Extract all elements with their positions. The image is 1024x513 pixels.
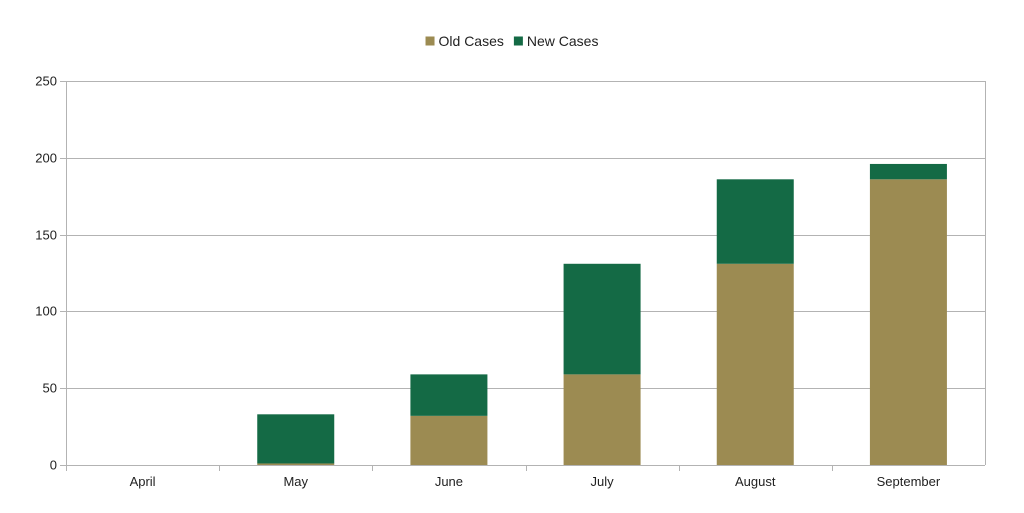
- legend-label-new-cases: New Cases: [527, 33, 599, 49]
- bar-old-cases-september: [869, 179, 947, 465]
- bar-old-cases-may: [257, 463, 335, 465]
- y-tick-label: 250: [35, 74, 57, 89]
- y-tick-label: 100: [35, 304, 57, 319]
- bar-old-cases-july: [563, 374, 641, 465]
- tick-labels: 0 50 100 150 200 250 April May June July August Sep…: [35, 74, 941, 490]
- legend-swatch-new-cases: [513, 36, 523, 46]
- bar-old-cases-august: [716, 263, 794, 465]
- legend-swatch-old-cases: [425, 36, 435, 46]
- bar-new-cases-september: [869, 163, 947, 180]
- y-tick-label: 150: [35, 228, 57, 243]
- axes: [66, 81, 986, 471]
- bar-old-cases-june: [410, 415, 488, 465]
- bar-new-cases-june: [410, 374, 488, 416]
- y-tick-label: 200: [35, 151, 57, 166]
- x-tick-label: August: [735, 474, 776, 489]
- bar-new-cases-july: [563, 263, 641, 375]
- bars: [257, 163, 947, 465]
- y-tick-label: 50: [43, 381, 57, 396]
- legend: Old Cases New Cases: [425, 33, 599, 49]
- x-tick-label: September: [877, 474, 941, 489]
- x-tick-label: April: [130, 474, 156, 489]
- x-tick-label: May: [283, 474, 308, 489]
- bar-new-cases-august: [716, 179, 794, 264]
- x-tick-label: July: [591, 474, 615, 489]
- bar-new-cases-may: [257, 414, 335, 464]
- grid-lines: [60, 81, 985, 466]
- legend-label-old-cases: Old Cases: [439, 33, 504, 49]
- y-tick-label: 0: [50, 458, 57, 473]
- x-tick-label: June: [435, 474, 463, 489]
